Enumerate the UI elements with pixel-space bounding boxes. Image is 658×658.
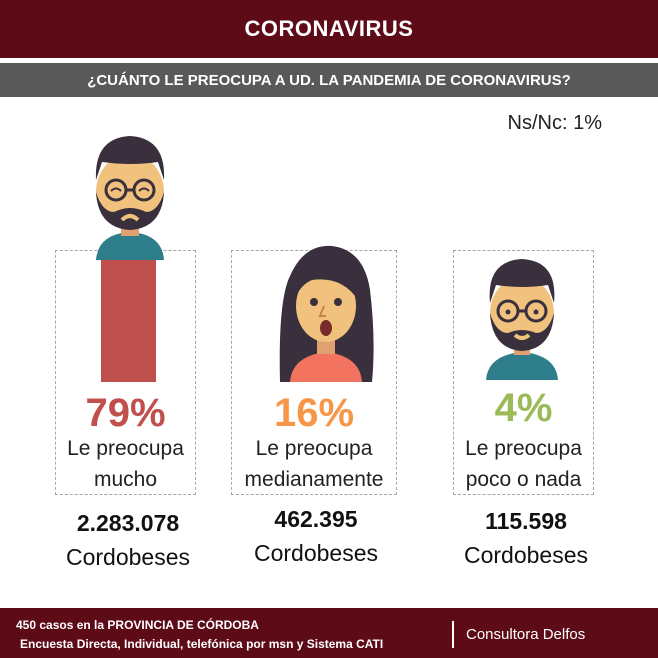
footer-bar: 450 casos en la PROVINCIA DE CÓRDOBA Enc… bbox=[0, 608, 658, 658]
label-mucho-1: Le preocupa bbox=[67, 437, 184, 460]
card-medianamente: 16% Le preocupa medianamente bbox=[231, 250, 397, 495]
unit-medianamente: Cordobeses bbox=[253, 540, 379, 566]
footer-divider bbox=[452, 621, 454, 648]
question-text: ¿CUÁNTO LE PREOCUPA A UD. LA PANDEMIA DE… bbox=[87, 71, 571, 89]
pct-medianamente: 16% bbox=[273, 391, 355, 435]
count-mucho: 2.283.078 bbox=[76, 510, 180, 536]
calm-man-icon bbox=[486, 259, 558, 380]
unit-poco: Cordobeses bbox=[463, 542, 589, 568]
label-medianamente-2: medianamente bbox=[244, 468, 384, 491]
card-poco: 4% Le preocupa poco o nada bbox=[453, 250, 594, 495]
pct-mucho: 79% bbox=[85, 391, 166, 435]
bar-mucho bbox=[101, 250, 156, 382]
nsnc-label: Ns/Nc: 1% bbox=[507, 112, 602, 134]
label-medianamente-1: Le preocupa bbox=[255, 437, 373, 460]
label-mucho-2: mucho bbox=[93, 468, 158, 491]
count-poco: 115.598 bbox=[485, 508, 567, 534]
header-title: CORONAVIRUS bbox=[244, 16, 414, 41]
unit-mucho: Cordobeses bbox=[65, 544, 191, 570]
count-medianamente: 462.395 bbox=[274, 506, 358, 532]
footer-method: Encuesta Directa, Individual, telefónica… bbox=[20, 637, 384, 651]
header-bar: CORONAVIRUS bbox=[0, 0, 658, 58]
question-bar: ¿CUÁNTO LE PREOCUPA A UD. LA PANDEMIA DE… bbox=[0, 63, 658, 97]
label-poco-2: poco o nada bbox=[465, 468, 582, 491]
pct-poco: 4% bbox=[494, 386, 553, 430]
label-poco-1: Le preocupa bbox=[465, 437, 582, 460]
surprised-woman-icon bbox=[279, 245, 374, 382]
footer-cases: 450 casos en la PROVINCIA DE CÓRDOBA bbox=[16, 618, 259, 632]
worried-man-icon bbox=[95, 136, 165, 260]
footer-brand: Consultora Delfos bbox=[466, 626, 586, 643]
